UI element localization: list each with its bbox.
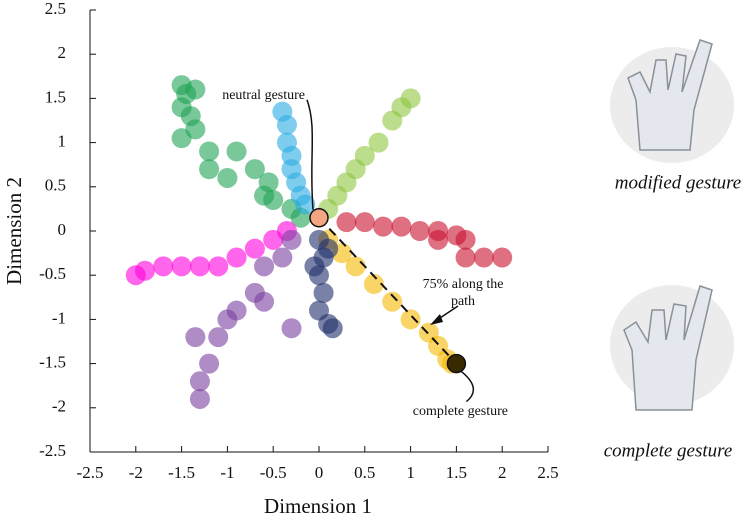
point — [354, 212, 375, 233]
x-tick-label: -1.5 — [168, 463, 195, 482]
image-caption: modified gesture — [615, 172, 741, 193]
hand-image — [610, 39, 734, 163]
highlight-point — [309, 207, 329, 228]
x-tick-label: -2 — [129, 463, 143, 482]
point — [171, 128, 192, 149]
annotation: complete gesture — [413, 404, 508, 419]
point — [473, 247, 494, 268]
point — [313, 282, 334, 303]
x-tick-label: -1 — [220, 463, 234, 482]
highlight-point — [446, 353, 467, 374]
point — [199, 159, 220, 180]
point — [382, 291, 403, 312]
point — [226, 141, 247, 162]
point — [189, 388, 210, 409]
y-axis-label: Dimension 2 — [2, 177, 26, 285]
x-tick-label: 2 — [498, 463, 507, 482]
point — [134, 260, 155, 281]
hand-image — [610, 285, 734, 411]
point — [382, 110, 403, 131]
y-tick-label: -2 — [52, 397, 66, 416]
arrowhead — [430, 314, 443, 325]
point — [400, 309, 421, 330]
point — [272, 247, 293, 268]
point — [363, 274, 384, 295]
point — [373, 216, 394, 237]
point — [391, 216, 412, 237]
y-tick-label: 2 — [58, 43, 67, 62]
x-tick-label: 1.5 — [446, 463, 467, 482]
x-tick-label: 2.5 — [537, 463, 558, 482]
x-tick-label: 1 — [406, 463, 415, 482]
x-tick-label: -0.5 — [260, 463, 287, 482]
point — [185, 79, 206, 100]
y-tick-label: 1 — [58, 132, 67, 151]
point — [368, 132, 389, 153]
y-tick-label: -0.5 — [39, 264, 66, 283]
y-tick-label: -1 — [52, 308, 66, 327]
image-caption: complete gesture — [604, 440, 733, 461]
callout — [306, 99, 314, 210]
point — [281, 318, 302, 339]
point — [217, 167, 238, 188]
point — [254, 291, 275, 312]
point — [244, 159, 265, 180]
annotation: neutral gesture — [222, 88, 305, 103]
y-tick-label: 0 — [58, 220, 67, 239]
point — [345, 256, 366, 277]
y-tick-label: -1.5 — [39, 353, 66, 372]
point — [199, 353, 220, 374]
x-tick-label: 0.5 — [354, 463, 375, 482]
y-tick-label: -2.5 — [39, 441, 66, 460]
point — [208, 327, 229, 348]
point — [295, 194, 316, 215]
point — [244, 238, 265, 259]
point — [258, 172, 279, 193]
point — [276, 114, 297, 135]
point — [455, 229, 476, 250]
y-tick-label: 1.5 — [45, 87, 66, 106]
point — [409, 221, 430, 241]
y-tick-label: 0.5 — [45, 176, 66, 195]
point — [185, 327, 206, 348]
point — [322, 318, 343, 339]
annotation: 75% along the path — [422, 277, 504, 309]
point — [492, 247, 513, 268]
point — [208, 256, 229, 277]
point — [263, 190, 284, 211]
point — [281, 229, 302, 250]
point — [217, 309, 238, 330]
point — [171, 256, 192, 277]
point — [189, 371, 210, 392]
point — [304, 256, 325, 277]
callout — [460, 371, 475, 403]
x-tick-label: 0 — [315, 463, 324, 482]
point — [189, 256, 210, 277]
x-axis-label: Dimension 1 — [264, 494, 372, 518]
point — [199, 141, 220, 162]
point — [226, 247, 247, 268]
path-line — [318, 217, 458, 365]
point — [428, 229, 449, 250]
point — [318, 238, 339, 259]
point — [254, 256, 275, 277]
y-tick-label: 2.5 — [45, 0, 66, 18]
x-tick-label: -2.5 — [77, 463, 104, 482]
point — [336, 212, 357, 233]
point — [153, 256, 174, 277]
point — [455, 247, 476, 268]
